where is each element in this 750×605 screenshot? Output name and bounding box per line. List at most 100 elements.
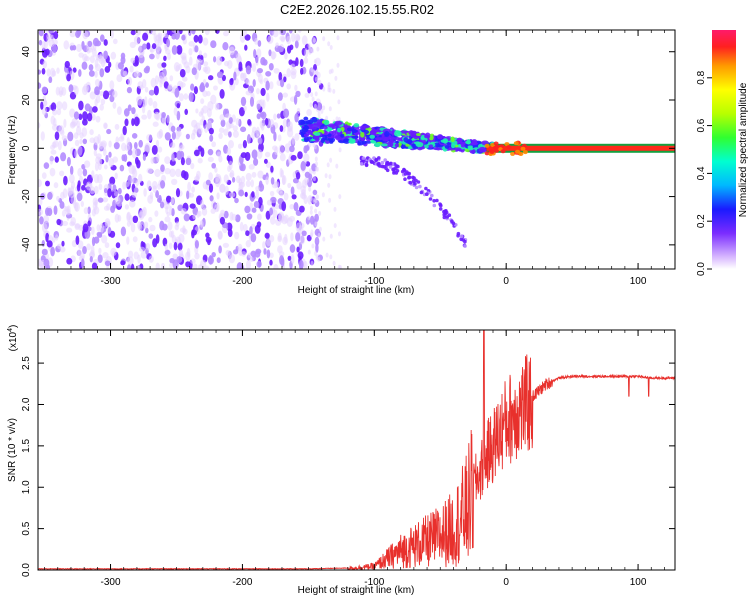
spectrogram-cell: [338, 147, 342, 153]
spectrogram-cell: [229, 169, 235, 179]
spectrogram-cell: [257, 213, 262, 221]
spectrogram-cell: [364, 162, 369, 167]
spectrogram-cell: [338, 231, 341, 237]
spectrogram-cell: [206, 90, 211, 97]
spectrogram-cell: [66, 227, 73, 233]
spectrogram-cell: [454, 147, 462, 152]
spectrogram-cell: [185, 133, 190, 140]
spectrogram-cell: [332, 260, 336, 266]
spectrogram-cell: [420, 134, 426, 141]
spectrogram-cell: [69, 165, 74, 176]
spectrogram-cell: [231, 213, 237, 221]
spectrogram-cell: [340, 133, 345, 138]
spectrogram-cell: [205, 232, 210, 239]
spectrogram-cell: [80, 252, 85, 260]
spectrogram-cell: [38, 122, 41, 129]
spectrogram-cell: [124, 118, 129, 127]
spectrogram-cell: [232, 130, 239, 138]
spectrogram-cell: [68, 84, 74, 93]
spectrogram-cell: [268, 62, 274, 71]
spectrogram-cell: [69, 30, 76, 38]
spectrogram-cell: [382, 128, 391, 133]
spectrogram-cell: [238, 107, 245, 117]
spectrogram-cell: [159, 180, 166, 189]
spectrogram-cell: [515, 149, 521, 154]
spectrogram-cell: [127, 250, 134, 259]
spectrogram-cell: [465, 140, 472, 145]
spectrogram-cell: [326, 162, 330, 168]
spectrogram-cell: [407, 171, 412, 176]
spectrogram-cell: [88, 70, 95, 77]
spectrogram-cell: [518, 152, 524, 156]
spectrogram-cell: [216, 257, 221, 264]
spectrogram-cell: [192, 129, 196, 136]
spectrogram-cell: [80, 200, 84, 207]
spectrogram-cell: [282, 236, 288, 246]
spectrogram-cell: [323, 119, 330, 126]
snr-multiplier: (x104): [7, 325, 19, 352]
spectrogram-cell: [167, 83, 173, 90]
spectrogram-cell: [204, 124, 209, 133]
spectrogram-cell: [327, 41, 331, 47]
spectrogram-cell: [307, 215, 311, 221]
spectrogram-cell: [82, 246, 87, 255]
spectrogram-cell: [83, 55, 91, 62]
spectrogram-cell: [311, 96, 315, 102]
spectrogram-cell: [148, 216, 153, 223]
spectrogram-cell: [180, 207, 187, 215]
spectrogram-cell: [120, 260, 126, 266]
spectrogram-cell: [313, 58, 317, 64]
spectrogram-cell: [303, 153, 310, 162]
spectrogram-cell: [188, 92, 194, 102]
spectrogram-cell: [164, 243, 168, 251]
spectrogram-cell: [176, 256, 183, 264]
spectrogram-cell: [94, 79, 101, 87]
spectrogram-cell: [262, 241, 266, 249]
spectrogram-cell: [94, 70, 98, 78]
spectrogram-cell: [245, 90, 252, 96]
spectrogram-cell: [66, 257, 73, 265]
spectrogram-cell: [238, 181, 246, 188]
spectrogram-cell: [336, 62, 340, 68]
spectrogram-cell: [76, 183, 81, 192]
spectrogram-cell: [216, 151, 222, 158]
spectrogram-cell: [76, 192, 83, 202]
spectrogram-cell: [280, 79, 285, 88]
spectrogram-cell: [152, 238, 158, 248]
spectrogram-cell: [131, 191, 137, 198]
spectrogram-cell: [146, 167, 153, 174]
spectrogram-cell: [183, 61, 190, 69]
spectrogram-cell: [151, 144, 158, 155]
spectrogram-cell: [40, 131, 45, 141]
spectrogram-cell: [87, 206, 91, 215]
spectrogram-cell: [109, 80, 115, 90]
spectrogram-cell: [200, 98, 205, 105]
spectrogram-cell: [297, 151, 303, 160]
spectrogram-cell: [58, 86, 64, 96]
spectrogram-cell: [139, 246, 146, 252]
spectrogram-cell: [249, 256, 254, 262]
spectrogram-cell: [167, 52, 171, 61]
spectrogram-ytick-label: 20: [21, 94, 32, 106]
spectrogram-cell: [77, 240, 84, 249]
spectrogram-cell: [207, 100, 214, 111]
spectrogram-cell: [315, 242, 319, 253]
spectrogram-cell: [279, 125, 284, 133]
spectrogram-cell: [158, 71, 165, 80]
spectrogram-cell: [240, 96, 247, 107]
spectrogram-cell: [304, 171, 311, 178]
spectrogram-cell: [102, 90, 110, 100]
spectrogram-cell: [123, 154, 128, 162]
spectrogram-cell: [321, 192, 325, 198]
spectrogram-cell: [243, 105, 247, 112]
spectrogram-cell: [301, 230, 307, 237]
spectrogram-cell: [450, 136, 455, 143]
spectrogram-cell: [403, 172, 408, 176]
spectrogram-xtick-label: -200: [232, 276, 252, 287]
spectrogram-cell: [172, 253, 178, 260]
spectrogram-cell: [278, 71, 283, 82]
spectrogram-cell: [68, 187, 73, 196]
spectrogram-cell: [395, 164, 399, 168]
spectrogram-cell: [202, 37, 209, 46]
spectrogram-cell: [176, 126, 182, 132]
